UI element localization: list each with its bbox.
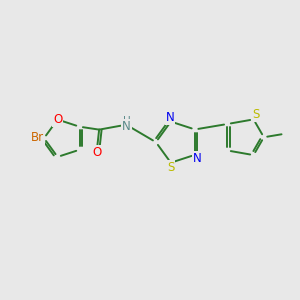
Text: S: S [252, 108, 259, 121]
Text: S: S [167, 161, 175, 174]
Text: O: O [53, 113, 62, 126]
Text: O: O [93, 146, 102, 159]
Text: H: H [123, 116, 130, 126]
Text: Br: Br [31, 131, 44, 144]
Text: N: N [122, 120, 131, 133]
Text: N: N [193, 152, 201, 165]
Text: N: N [166, 111, 174, 124]
